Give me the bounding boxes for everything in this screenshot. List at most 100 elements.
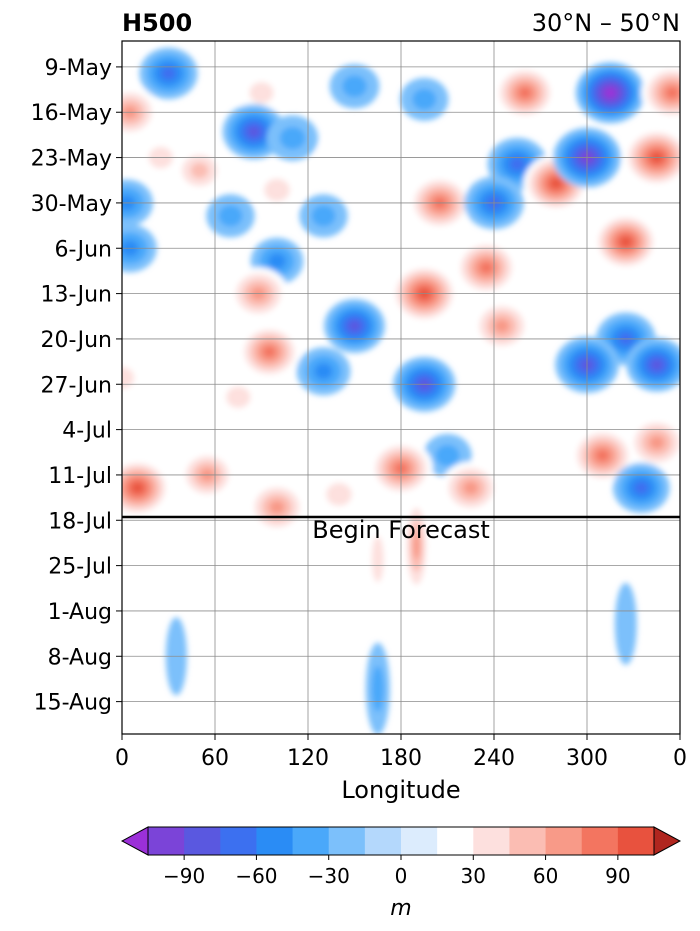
anomaly-contour	[494, 319, 510, 333]
colorbar-swatch	[437, 827, 474, 855]
anomaly-contour	[314, 363, 333, 380]
anomaly-contour	[347, 402, 393, 444]
colorbar-swatch	[292, 827, 330, 855]
colorbar-tick-label: −60	[235, 864, 277, 888]
y-tick-label: 9-May	[45, 56, 112, 81]
y-tick-label: 30-May	[31, 192, 112, 217]
colorbar-tick-label: 30	[461, 864, 486, 888]
colorbar-swatch	[509, 827, 547, 855]
anomaly-contour	[545, 584, 567, 664]
anomaly-contour	[161, 66, 176, 80]
anomaly-field	[122, 47, 680, 734]
y-tick-label: 6-Jun	[54, 237, 112, 262]
colorbar-swatch	[581, 827, 619, 855]
x-tick-label: 60	[201, 746, 229, 771]
anomaly-contour	[371, 665, 384, 712]
anomaly-contour	[263, 346, 276, 358]
x-tick-label: 120	[287, 746, 329, 771]
anomaly-contour	[649, 436, 665, 450]
x-tick-label: 240	[473, 746, 515, 771]
colorbar-label: m	[390, 896, 411, 921]
anomaly-contour	[463, 481, 479, 495]
anomaly-contour	[479, 262, 493, 274]
anomaly-contour	[620, 237, 632, 247]
y-tick-label: 20-Jun	[40, 328, 112, 353]
y-tick-label: 15-Aug	[34, 691, 112, 716]
colorbar-tick-label: 90	[605, 864, 630, 888]
colorbar-tick-label: 0	[395, 864, 408, 888]
anomaly-contour	[550, 178, 562, 189]
colorbar-extend-low	[120, 826, 149, 856]
colorbar-tick-label: −30	[308, 864, 350, 888]
y-tick-label: 11-Jul	[48, 464, 112, 489]
anomaly-contour	[190, 162, 209, 179]
x-tick-label: 300	[566, 746, 608, 771]
anomaly-contour	[226, 386, 251, 409]
colorbar-tick-label: −90	[163, 864, 205, 888]
x-tick-label: 0	[115, 746, 129, 771]
anomaly-contour	[326, 483, 352, 506]
anomaly-contour	[348, 320, 361, 332]
anomaly-contour	[218, 205, 243, 227]
anomaly-contour	[371, 536, 384, 583]
anomaly-contour	[518, 87, 532, 99]
forecast-marker: Begin Forecast	[122, 515, 680, 544]
colorbar-swatch	[328, 827, 366, 855]
colorbar-swatch	[256, 827, 294, 855]
anomaly-contour	[596, 449, 609, 462]
colorbar-tick-label: 60	[533, 864, 558, 888]
colorbar-swatch	[401, 827, 438, 855]
anomaly-contour	[413, 533, 420, 559]
y-tick-label: 4-Jul	[62, 419, 112, 444]
colorbar-extend-high	[653, 826, 682, 856]
anomaly-contour	[311, 205, 336, 227]
y-tick-label: 8-Aug	[48, 645, 112, 670]
y-tick-label: 23-May	[31, 147, 112, 172]
anomaly-contour	[264, 178, 290, 202]
x-tick-label: 180	[380, 746, 422, 771]
anomaly-contour	[653, 529, 676, 615]
anomaly-contour	[605, 88, 616, 98]
y-axis: 9-May 16-May 23-May 30-May 6-Jun 13-Jun 20-Jun…	[31, 56, 122, 716]
colorbar-swatch	[617, 827, 655, 855]
anomaly-contour	[412, 88, 437, 111]
colorbar-swatch	[184, 827, 221, 855]
y-tick-label: 18-Jul	[48, 509, 112, 534]
anomaly-contour	[269, 500, 285, 514]
colorbar-swatch	[364, 827, 402, 855]
colorbar-swatch	[220, 827, 257, 855]
plot-area	[122, 41, 680, 734]
anomaly-contour	[279, 126, 306, 150]
anomaly-contour	[268, 253, 286, 269]
anomaly-contour	[247, 126, 260, 138]
y-tick-label: 1-Aug	[48, 600, 112, 625]
chart-title-left: H500	[122, 9, 192, 37]
y-tick-label: 25-Jul	[48, 555, 112, 580]
anomaly-contour	[122, 367, 135, 389]
anomaly-contour	[435, 444, 460, 467]
anomaly-contour	[509, 157, 525, 171]
x-tick-label: 0	[673, 746, 687, 771]
anomaly-contour	[634, 481, 649, 495]
anomaly-contour	[249, 82, 274, 104]
colorbar-swatch	[473, 827, 510, 855]
colorbar: −90 −60 −30 0 30 60 90	[120, 826, 682, 888]
forecast-label: Begin Forecast	[312, 516, 490, 544]
anomaly-contour	[498, 564, 521, 645]
colorbar-swatch	[148, 827, 185, 855]
colorbar-swatch	[545, 827, 583, 855]
anomaly-contour	[614, 582, 637, 665]
grid-lines	[121, 41, 681, 734]
y-tick-label: 13-Jun	[40, 283, 112, 308]
y-tick-label: 16-May	[31, 101, 112, 126]
y-tick-label: 27-Jun	[40, 373, 112, 398]
anomaly-contour	[132, 483, 143, 493]
chart-title-right: 30°N – 50°N	[532, 9, 680, 37]
x-axis-label: Longitude	[341, 776, 460, 804]
anomaly-contour	[666, 87, 679, 99]
anomaly-contour	[650, 359, 663, 371]
anomaly-contour	[444, 647, 467, 730]
x-axis: 0 60 120 180 240 300 0	[115, 734, 687, 771]
anomaly-contour	[342, 75, 367, 98]
